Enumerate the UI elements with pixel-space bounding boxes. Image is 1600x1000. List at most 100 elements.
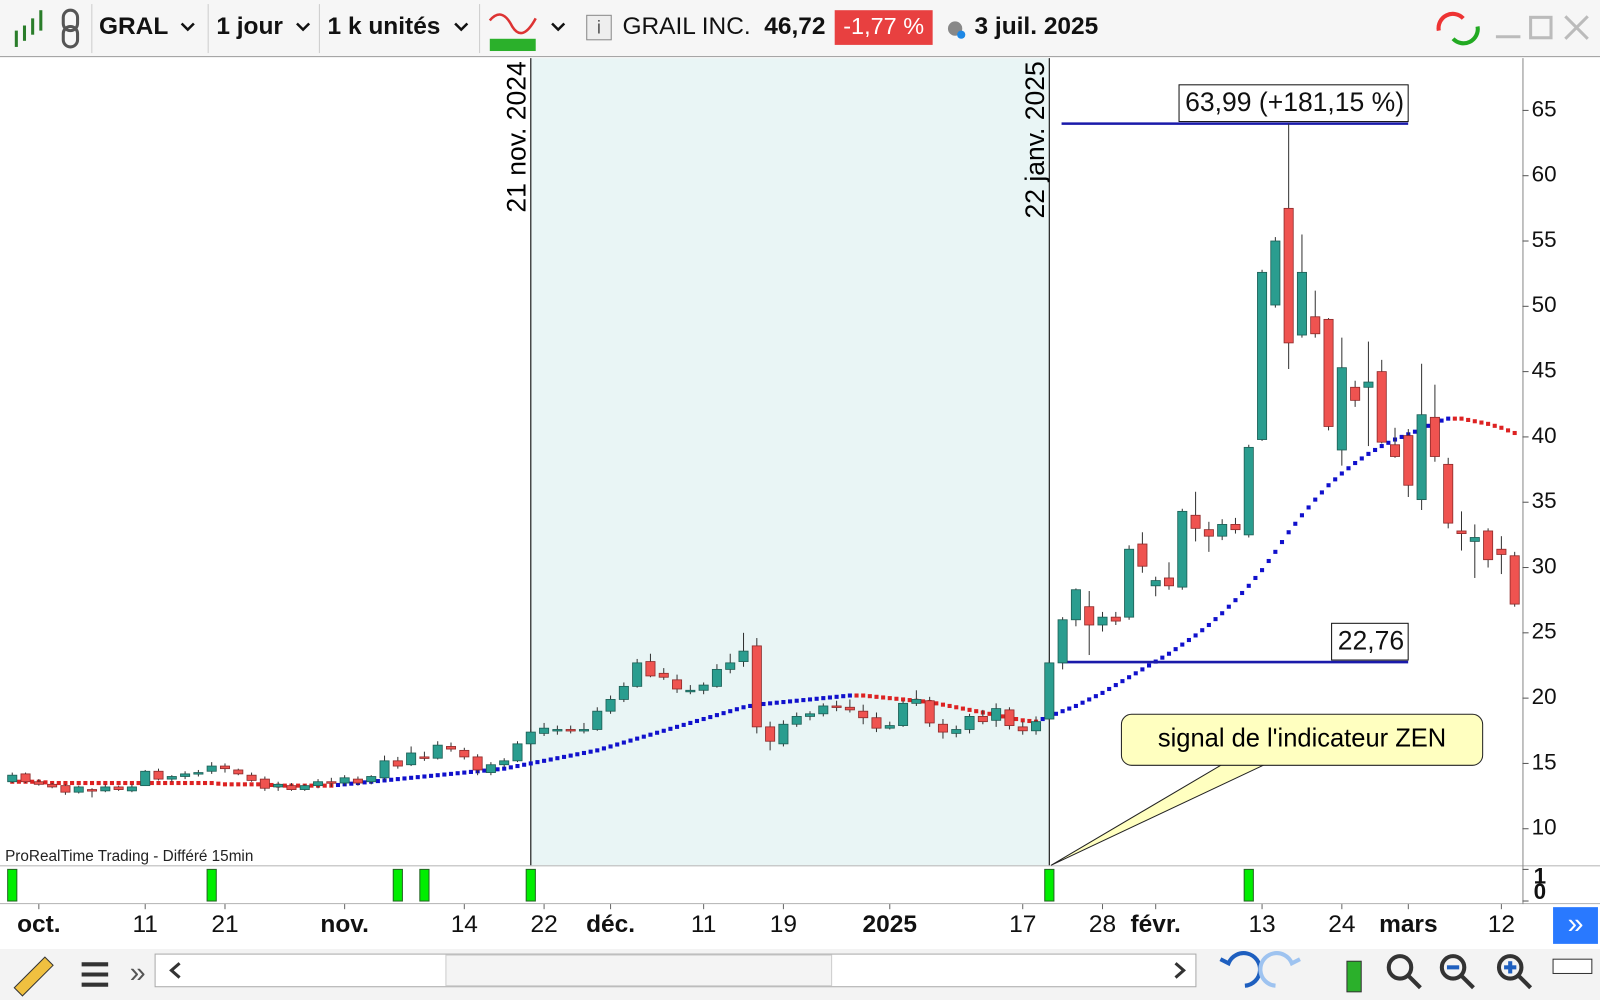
chart-style-button[interactable] [1346, 960, 1362, 993]
candle-body [672, 679, 683, 690]
indicator-dot [1020, 718, 1025, 723]
indicator-dot [1273, 549, 1278, 554]
indicator-dot [269, 782, 274, 788]
x-tick-label: 2025 [863, 911, 917, 938]
candle-body [1496, 548, 1507, 555]
signal-bar [206, 868, 217, 902]
indicator-dot [116, 780, 121, 786]
indicator-dot [967, 707, 972, 712]
expand-button[interactable]: » [130, 957, 146, 989]
undo-button[interactable] [1219, 951, 1263, 988]
refresh-icon[interactable] [1436, 11, 1480, 46]
candle-icon[interactable] [14, 10, 43, 47]
signal-bar [392, 868, 403, 902]
candle-body [1190, 514, 1201, 529]
candle-body [1110, 616, 1121, 622]
indicator-dot [1233, 598, 1238, 603]
signal-bar [419, 868, 430, 902]
close-button[interactable] [1564, 15, 1589, 40]
indicator-dot [1339, 471, 1344, 476]
indicator-dot [70, 780, 75, 786]
indicator-dot [429, 773, 434, 778]
indicator-dot [462, 770, 467, 775]
candle-body [352, 778, 363, 784]
toolbar [0, 0, 1600, 57]
dropdown-arrow[interactable] [551, 22, 566, 32]
candle-body [645, 661, 656, 677]
dropdown-arrow[interactable] [454, 22, 469, 32]
indicator-dot [595, 748, 600, 753]
indicator-dot [435, 773, 440, 778]
indicator-dot [781, 700, 786, 705]
indicator-dot [1193, 633, 1198, 638]
indicator-dot [1313, 497, 1318, 502]
symbol[interactable]: GRAL [99, 13, 168, 40]
candle-body [1177, 510, 1188, 588]
menu-button[interactable] [81, 962, 109, 987]
indicator-dot [548, 757, 553, 762]
candle-body [911, 699, 922, 704]
keyboard-button[interactable] [1552, 958, 1593, 974]
indicator-dot [349, 781, 354, 786]
indicator-dot [1346, 466, 1351, 471]
x-tick-label: 12 [1488, 911, 1515, 938]
maximize-button[interactable] [1529, 15, 1553, 40]
indicator-dot [89, 780, 95, 786]
indicator-dot [109, 780, 115, 786]
candle-body [552, 729, 563, 732]
y-tick-label: 45 [1532, 358, 1557, 383]
indicator-dot [189, 780, 194, 786]
indicator-dot [1100, 690, 1105, 695]
indicator-dot [209, 780, 214, 786]
signal-bar [1044, 868, 1055, 902]
scroll-right-button[interactable] [1553, 907, 1598, 944]
indicator-dot [1479, 420, 1484, 425]
draw-tool[interactable] [13, 956, 54, 997]
candle-body [804, 713, 815, 717]
indicator-dot [43, 780, 48, 785]
indicator-dot [907, 698, 912, 703]
y-tick-label: 65 [1532, 96, 1557, 121]
indicator-dot [1213, 617, 1218, 622]
period[interactable]: 1 jour [216, 13, 283, 40]
candle-body [1323, 318, 1334, 427]
indicator-dot [628, 738, 633, 743]
candle-body [286, 785, 297, 790]
redo-button[interactable] [1258, 951, 1301, 988]
indicator-dot [1326, 483, 1331, 488]
units[interactable]: 1 k unités [328, 13, 441, 40]
level-label-box [1178, 84, 1409, 123]
x-tick-label: déc. [586, 911, 635, 938]
candle-body [259, 778, 270, 789]
indicator-dot [83, 780, 88, 786]
candle-body [1150, 580, 1161, 587]
scrollbar-thumb[interactable] [445, 954, 833, 987]
indicator-dot [448, 771, 454, 776]
candle-body [725, 662, 736, 670]
dropdown-arrow[interactable] [296, 22, 311, 32]
indicator-dot [375, 779, 380, 784]
candle-body [20, 773, 31, 783]
indicator-dot [156, 780, 161, 786]
zoom-buttons[interactable] [1386, 954, 1533, 990]
info-icon[interactable] [586, 14, 612, 41]
candle-body [273, 783, 284, 788]
indicator-dot [1319, 490, 1324, 495]
link-icon[interactable] [61, 8, 80, 49]
candle-body [1163, 577, 1174, 587]
candle-body [1363, 381, 1374, 388]
indicator-dot [16, 779, 21, 784]
indicator-dot [1366, 451, 1371, 456]
change: -1,77 % [843, 13, 924, 39]
candle-body [937, 723, 948, 733]
indicator-dot [648, 732, 653, 737]
scroll-arrows[interactable] [169, 962, 1186, 979]
indicator-dot [561, 754, 567, 759]
indicator-icon[interactable] [488, 13, 537, 52]
indicator-dot [169, 780, 174, 786]
candle-body [698, 684, 709, 691]
y-tick-label: 55 [1532, 227, 1557, 252]
dropdown-arrow[interactable] [180, 22, 195, 32]
indicator-dot [601, 746, 606, 751]
